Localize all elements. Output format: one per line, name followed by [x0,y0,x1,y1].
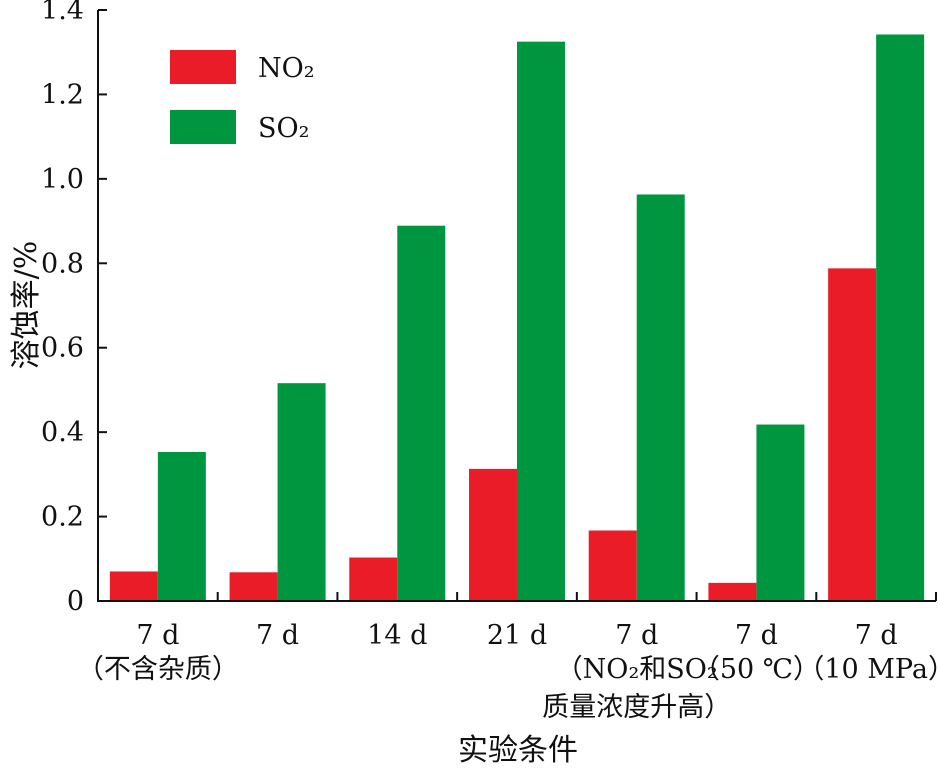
bar-so2-2 [277,383,326,601]
y-tick-label: 1.4 [41,0,84,26]
x-category-label: 7 d [256,620,299,651]
bar-so2-1 [157,451,206,601]
bar-no2-4 [469,468,517,601]
x-category-label: 21 d [487,620,547,651]
y-tick-label: 0 [67,586,84,617]
bar-no2-5 [588,530,637,601]
y-tick-label: 0.6 [41,333,84,364]
y-tick-label: 0.8 [41,248,84,279]
legend-swatch-no2 [170,50,236,84]
x-category-label: （不含杂质） [77,654,239,685]
bar-so2-7 [876,34,925,601]
x-category-label: （50 ℃） [693,654,820,685]
x-category-label: 7 d [855,620,898,651]
x-category-label: 7 d [136,620,179,651]
bar-no2-1 [109,571,158,601]
bar-so2-3 [397,225,446,601]
x-category-label: （10 MPa） [797,654,938,685]
legend-swatch-so2 [170,110,236,144]
legend-label-no2: NO₂ [258,53,315,84]
y-ticks-group: 0 0.2 0.4 0.6 0.8 1.0 1.2 1.4 [41,0,107,617]
x-category-label: 7 d [735,620,778,651]
legend-label-so2: SO₂ [258,113,309,144]
x-category-label: 质量浓度升高） [542,692,731,723]
x-axis-label: 实验条件 [458,733,578,768]
legend: NO₂ SO₂ [170,50,315,144]
y-tick-label: 0.4 [41,417,84,448]
bar-no2-7 [828,268,877,601]
bar-so2-5 [636,194,685,601]
bar-so2-6 [756,424,805,601]
bar-so2-4 [517,41,565,602]
y-axis-label: 溶蚀率/% [9,241,44,370]
y-tick-label: 0.2 [41,502,84,533]
bar-no2-6 [708,582,757,601]
bars-group [109,34,925,602]
bar-no2-2 [229,572,278,601]
y-tick-label: 1.0 [41,164,84,195]
axes-group [97,10,936,602]
x-category-label: （NO₂和SO₂ [556,654,718,685]
bar-no2-3 [349,557,398,601]
y-tick-label: 1.2 [41,79,84,110]
x-category-label: 14 d [367,620,427,651]
x-category-label: 7 d [615,620,658,651]
